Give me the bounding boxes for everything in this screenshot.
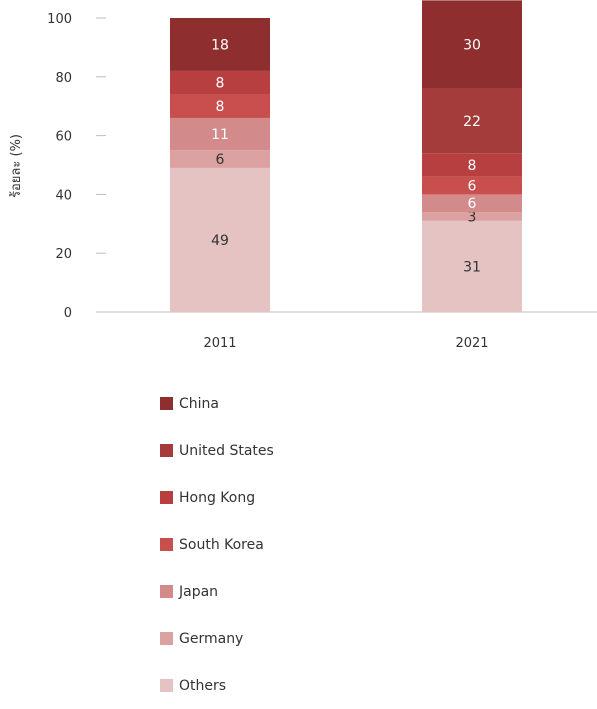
data-label: 8 — [216, 76, 225, 92]
legend-swatch — [160, 585, 173, 598]
data-label: 31 — [463, 259, 481, 275]
bar-segment-china-2021 — [422, 0, 522, 89]
bar-segment-china-2011 — [170, 18, 270, 71]
legend-swatch — [160, 444, 173, 457]
legend-item: United States — [160, 427, 274, 474]
x-tick-label: 2011 — [203, 336, 236, 351]
bar-segment-others-2021 — [422, 220, 522, 312]
bar-segment-germany-2011 — [170, 150, 270, 168]
legend-label: Others — [179, 677, 227, 694]
legend-swatch — [160, 679, 173, 692]
y-axis-label: ร้อยละ (%) — [9, 134, 24, 198]
legend-item: China — [160, 380, 274, 427]
legend-label: Germany — [179, 630, 244, 647]
data-label: 18 — [211, 37, 229, 53]
y-tick-label: 100 — [47, 12, 72, 27]
y-tick-label: 80 — [55, 71, 72, 86]
legend-label: China — [179, 395, 219, 412]
y-tick-label: 20 — [55, 247, 72, 262]
data-label: 49 — [211, 233, 229, 249]
legend: China United States Hong Kong South Korea Ja… — [160, 380, 274, 709]
legend-swatch — [160, 491, 173, 504]
bar-segment-germany-2021 — [422, 212, 522, 221]
legend-label: Hong Kong — [179, 489, 256, 506]
bar-segment-south-korea-2021 — [422, 176, 522, 195]
bar-segment-united-states-2021 — [422, 88, 522, 154]
legend-item: Hong Kong — [160, 474, 274, 521]
data-label: 6 — [216, 152, 225, 168]
legend-item: Others — [160, 662, 274, 709]
legend-label: United States — [179, 442, 274, 459]
y-tick-label: 0 — [64, 306, 72, 321]
legend-label: South Korea — [179, 536, 264, 553]
bar-segment-south-korea-2011 — [170, 94, 270, 118]
data-label: 6 — [468, 179, 477, 195]
legend-label: Japan — [179, 583, 219, 600]
legend-swatch — [160, 632, 173, 645]
data-label: 6 — [468, 196, 477, 212]
legend-item: Germany — [160, 615, 274, 662]
bar-segment-japan-2011 — [170, 117, 270, 151]
legend-swatch — [160, 397, 173, 410]
y-tick-label: 60 — [55, 130, 72, 145]
data-label: 22 — [463, 114, 481, 130]
bar-segment-hong-kong-2021 — [422, 153, 522, 177]
data-label: 30 — [463, 37, 481, 53]
legend-item: Japan — [160, 568, 274, 615]
data-label: 11 — [211, 127, 229, 143]
data-label: 8 — [216, 99, 225, 115]
legend-swatch — [160, 538, 173, 551]
legend-item: South Korea — [160, 521, 274, 568]
bar-segment-japan-2021 — [422, 194, 522, 213]
bar-segment-hong-kong-2011 — [170, 70, 270, 95]
y-tick-label: 40 — [55, 188, 72, 203]
x-tick-label: 2021 — [455, 336, 488, 351]
data-label: 3 — [468, 209, 477, 225]
data-label: 8 — [468, 158, 477, 174]
bar-segment-others-2011 — [170, 167, 270, 312]
x-axis: 2011 2021 — [203, 336, 488, 351]
